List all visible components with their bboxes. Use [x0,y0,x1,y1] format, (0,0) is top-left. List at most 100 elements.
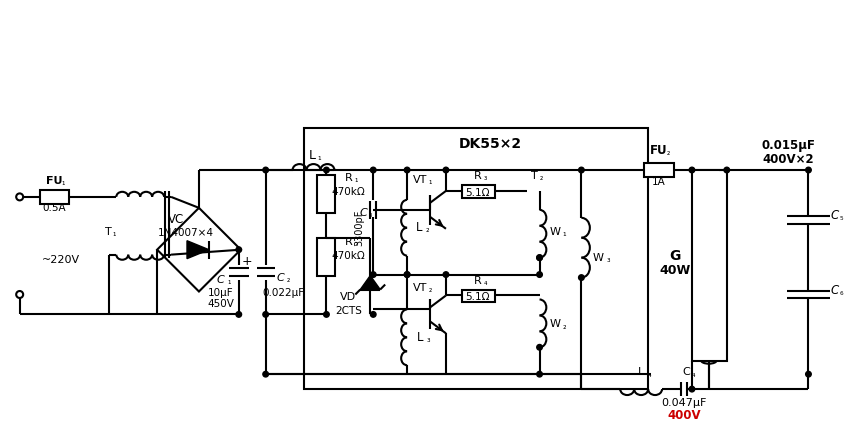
Text: R: R [474,171,481,181]
Text: 0.022μF: 0.022μF [263,287,305,298]
Text: C: C [682,367,690,377]
Bar [318,175,336,213]
Text: ₂: ₂ [666,147,670,156]
Text: ₂: ₂ [287,275,290,284]
Text: L: L [416,221,422,234]
Text: C: C [276,272,284,283]
Circle shape [236,247,242,252]
Text: ₄: ₄ [692,370,696,379]
Text: ₃: ₃ [426,335,430,344]
Text: T: T [531,171,538,181]
Text: R: R [474,275,481,286]
Circle shape [263,167,269,173]
Text: 5.1Ω: 5.1Ω [466,292,490,303]
Circle shape [263,371,269,377]
Text: ₂: ₂ [355,239,358,248]
Circle shape [324,167,329,173]
Text: ₆: ₆ [839,288,843,297]
Text: VC: VC [168,213,184,226]
Text: L: L [417,331,424,344]
Text: ₃: ₃ [606,255,610,264]
Text: DK55×2: DK55×2 [459,137,523,151]
Bar [644,163,674,177]
Circle shape [16,291,23,298]
Circle shape [689,386,695,392]
Bar [461,289,495,303]
Text: ₁: ₁ [428,178,431,187]
Text: ₃: ₃ [484,173,487,182]
Text: ₁: ₁ [62,178,65,187]
Text: FU: FU [650,144,668,156]
Text: ₁: ₁ [355,176,358,184]
Circle shape [536,255,542,261]
Text: ~220V: ~220V [41,255,80,265]
Text: ₄: ₄ [484,278,487,287]
Text: ₁: ₁ [113,229,116,238]
Text: ₁: ₁ [562,229,567,238]
Circle shape [536,272,542,278]
Text: 450V: 450V [208,300,234,309]
Text: L: L [638,367,644,377]
Text: 400V×2: 400V×2 [763,153,815,166]
Text: 1A: 1A [652,177,666,187]
Text: C: C [217,275,225,285]
Text: T: T [105,227,112,237]
Text: C: C [830,284,839,297]
Text: 470kΩ: 470kΩ [331,187,365,197]
Text: ₃: ₃ [369,210,372,219]
Text: 3300pF: 3300pF [354,210,364,246]
Text: ₂: ₂ [562,322,567,331]
Text: 40W: 40W [660,264,691,277]
Text: 1N4007×4: 1N4007×4 [158,228,214,238]
Text: +: + [241,255,252,268]
Text: FU: FU [46,176,63,186]
Text: 0.047μF: 0.047μF [661,398,707,408]
Text: ₂: ₂ [425,225,429,234]
Circle shape [689,167,695,173]
Circle shape [263,312,269,317]
Text: 470kΩ: 470kΩ [331,251,365,261]
Text: VD: VD [340,292,356,303]
Text: 5.1Ω: 5.1Ω [466,188,490,198]
Circle shape [405,272,410,278]
Text: ₂: ₂ [540,173,543,182]
Circle shape [724,167,729,173]
Circle shape [579,167,584,173]
Text: W: W [593,252,604,263]
Circle shape [16,193,23,200]
Polygon shape [187,241,209,259]
Text: ₄: ₄ [647,370,651,379]
Text: VT: VT [413,175,427,185]
Bar [318,238,336,275]
Text: 0.015μF: 0.015μF [762,139,815,152]
Text: 10μF: 10μF [208,287,233,298]
Circle shape [405,272,410,278]
Text: ₂: ₂ [429,285,431,294]
Circle shape [806,371,811,377]
Text: 400V: 400V [667,410,701,422]
Bar [40,190,70,204]
Circle shape [579,275,584,280]
Text: C: C [830,210,839,222]
Text: ₁: ₁ [318,153,321,162]
Text: VT: VT [413,283,427,292]
Bar [304,128,648,389]
Text: W: W [550,227,561,237]
Circle shape [806,167,811,173]
Bar [461,185,495,198]
Text: ₁: ₁ [227,277,231,286]
Circle shape [370,272,376,278]
Bar [692,170,727,361]
Text: ₅: ₅ [839,213,843,222]
Circle shape [536,255,542,261]
Circle shape [443,167,449,173]
Circle shape [405,167,410,173]
Text: R: R [344,173,352,183]
Text: 2CTS: 2CTS [335,306,362,317]
Circle shape [324,312,329,317]
Circle shape [236,312,242,317]
Circle shape [370,312,376,317]
Circle shape [536,345,542,350]
Circle shape [443,272,449,278]
Polygon shape [360,275,381,289]
